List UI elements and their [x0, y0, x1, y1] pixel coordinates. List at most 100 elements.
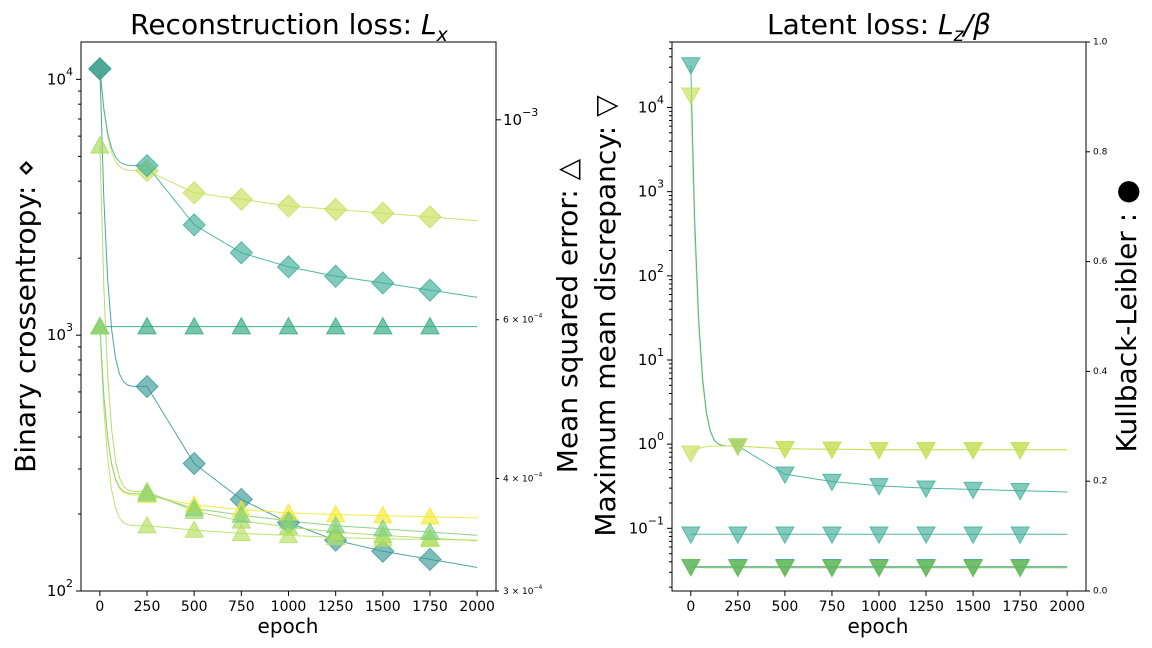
latent-loss-chart: Latent loss: Lz/β 0 250 500 750 1000 1250 1500…	[589, 8, 1143, 638]
data-point-marker	[278, 525, 299, 544]
series-line	[690, 64, 1068, 493]
data-point-marker	[372, 518, 393, 537]
data-point-marker	[418, 205, 442, 229]
data-point-marker	[963, 560, 983, 578]
data-point-marker	[184, 316, 205, 335]
data-point-marker	[916, 480, 936, 499]
data-point-marker	[1010, 441, 1030, 460]
y-tick-label: 103	[638, 178, 664, 201]
y-tick-label: 104	[47, 65, 73, 88]
data-point-marker	[323, 197, 348, 222]
x-tick-label: 250	[134, 599, 161, 615]
data-point-marker	[182, 213, 206, 237]
data-point-marker	[916, 560, 936, 578]
data-point-marker	[418, 547, 442, 572]
data-point-marker	[276, 194, 301, 218]
y-tick-label: 104	[638, 93, 664, 116]
y-axis-label-left: Maximum mean discrepancy: ▽	[589, 95, 622, 537]
data-point-marker	[869, 478, 889, 496]
y-axis-label-left: Binary crossentropy: ⋄	[9, 159, 42, 473]
data-point-marker	[869, 560, 889, 578]
x-tick-label: 0	[686, 599, 695, 615]
data-point-marker	[775, 466, 795, 485]
data-point-marker	[137, 316, 157, 335]
data-point-marker	[775, 441, 795, 459]
data-point-marker	[231, 316, 252, 335]
data-point-marker	[229, 187, 254, 211]
data-point-marker	[680, 526, 701, 545]
plot-frame	[671, 41, 1087, 592]
x-tick-label: 1250	[318, 599, 354, 615]
data-point-marker	[420, 506, 440, 525]
y-axis-left: 10−1 100 101 102 103 104	[629, 41, 672, 588]
data-point-marker	[182, 181, 206, 205]
data-point-marker	[728, 526, 748, 545]
y-right-tick-label: 0.6	[1093, 257, 1108, 267]
y-axis-left: 102 103 104	[47, 65, 81, 600]
data-point-marker	[822, 473, 842, 492]
x-tick-label: 750	[228, 599, 255, 615]
x-tick-label: 500	[772, 599, 799, 615]
x-tick-label: 2000	[459, 599, 495, 615]
data-point-marker	[137, 483, 157, 502]
data-point-marker	[88, 57, 112, 81]
data-point-marker	[916, 441, 936, 460]
y-tick-label: 10−1	[629, 514, 664, 537]
x-tick-label: 1500	[365, 599, 401, 615]
series-markers	[88, 57, 442, 572]
data-point-marker	[822, 560, 842, 578]
x-tick-label: 1750	[1002, 599, 1038, 615]
x-tick-label: 750	[819, 599, 846, 615]
data-point-marker	[231, 523, 252, 542]
y-right-tick-label: 10−3	[503, 106, 538, 129]
data-point-marker	[323, 264, 348, 288]
data-point-marker	[372, 316, 393, 335]
y-tick-label: 103	[47, 321, 73, 344]
data-point-marker	[963, 526, 983, 545]
x-tick-label: 250	[724, 599, 751, 615]
data-point-marker	[325, 316, 346, 335]
y-tick-label: 102	[638, 262, 664, 285]
x-tick-label: 1000	[861, 599, 897, 615]
data-point-marker	[276, 255, 301, 279]
data-point-marker	[182, 451, 206, 476]
y-tick-label: 100	[638, 430, 664, 453]
data-point-marker	[137, 515, 157, 534]
x-tick-label: 0	[95, 599, 104, 615]
data-point-marker	[775, 560, 795, 578]
data-point-marker	[728, 560, 748, 578]
y-right-tick-label: 1.0	[1093, 38, 1108, 48]
x-axis: 0 250 500 750 1000 1250 1500 1750 2000	[95, 591, 495, 615]
x-axis: 0 250 500 750 1000 1250 1500 1750 2000	[686, 591, 1085, 615]
x-tick-label: 1500	[955, 599, 991, 615]
data-point-marker	[869, 441, 889, 460]
data-point-marker	[325, 515, 346, 534]
data-point-marker	[869, 526, 889, 545]
data-point-marker	[278, 510, 299, 529]
data-point-marker	[680, 558, 701, 577]
data-point-marker	[1010, 482, 1030, 501]
data-point-marker	[325, 527, 346, 546]
data-point-marker	[775, 526, 795, 545]
data-point-marker	[229, 241, 254, 265]
data-point-marker	[90, 135, 110, 154]
data-point-marker	[420, 522, 440, 540]
data-point-marker	[680, 57, 701, 76]
data-point-marker	[680, 445, 701, 464]
data-point-marker	[231, 505, 252, 523]
y-right-tick-label: 0.2	[1093, 477, 1107, 487]
y-axis-label-right: Mean squared error: △	[551, 158, 584, 473]
x-tick-label: 1000	[271, 599, 307, 615]
data-point-marker	[371, 271, 395, 295]
x-tick-label: 500	[181, 599, 208, 615]
x-axis-label: epoch	[848, 614, 909, 638]
data-point-marker	[371, 201, 395, 225]
series-line	[99, 326, 478, 519]
y-tick-label: 102	[47, 577, 73, 600]
x-tick-label: 1750	[412, 599, 448, 615]
y-axis-right: 10−3 6 × 10−4 4 × 10−4 3 × 10−4	[496, 106, 542, 597]
data-point-marker	[418, 278, 442, 302]
y-right-tick-label: 0.4	[1093, 367, 1108, 377]
y-axis-label-right: Kullback-Leibler : ●	[1110, 180, 1143, 453]
